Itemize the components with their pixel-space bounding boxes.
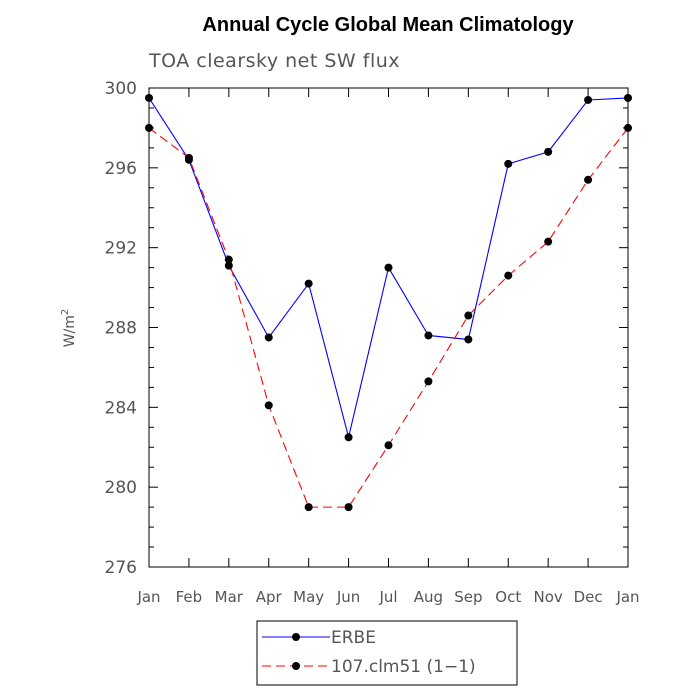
- legend-marker: [292, 633, 300, 641]
- data-point: [304, 503, 313, 512]
- chart-subtitle: TOA clearsky net SW flux: [148, 50, 400, 72]
- data-point: [264, 333, 273, 342]
- legend-label: 107.clm51 (1−1): [331, 657, 476, 677]
- x-tick-label: Dec: [574, 588, 603, 606]
- y-tick-label: 292: [105, 239, 137, 259]
- x-tick-label: Jul: [378, 588, 397, 606]
- plot-frame: [148, 87, 629, 568]
- x-tick-label: Oct: [495, 588, 521, 606]
- y-axis-label-text: W/m: [62, 315, 78, 347]
- data-point: [544, 237, 553, 246]
- data-point: [624, 123, 632, 132]
- data-point: [304, 279, 313, 288]
- y-tick-label: 280: [105, 478, 137, 498]
- series-line: [148, 127, 629, 508]
- data-point: [344, 503, 353, 512]
- y-tick-label: 284: [105, 398, 137, 418]
- data-point: [624, 93, 632, 102]
- chart-title: Annual Cycle Global Mean Climatology: [202, 14, 574, 36]
- legend-marker: [292, 662, 300, 670]
- y-axis-label: W/m2: [60, 309, 78, 348]
- data-point: [504, 159, 513, 168]
- x-tick-label: Jan: [136, 588, 160, 606]
- data-point: [464, 335, 473, 344]
- y-tick-label: 296: [105, 159, 137, 179]
- data-point: [384, 441, 393, 450]
- data-point: [584, 175, 593, 184]
- x-tick-label: May: [293, 588, 324, 606]
- data-point: [224, 255, 233, 264]
- data-point: [424, 331, 433, 340]
- data-point: [224, 261, 233, 270]
- series-layer: [145, 93, 632, 512]
- series-1: [145, 93, 632, 442]
- legend-label: ERBE: [331, 628, 376, 648]
- x-tick-label: Apr: [256, 588, 283, 606]
- plot-axes: 276 280 284 288 292 296 300 Jan Feb Mar Apr May Jun J…: [105, 79, 640, 606]
- x-tick-label: Jun: [336, 588, 360, 606]
- data-point: [344, 433, 353, 442]
- y-tick-label: 276: [105, 558, 137, 578]
- data-point: [464, 311, 473, 320]
- data-point: [424, 377, 433, 386]
- legend-box: [256, 620, 518, 686]
- data-point: [264, 401, 273, 410]
- series-2: [145, 123, 632, 512]
- data-point: [145, 93, 153, 102]
- x-tick-label: Mar: [215, 588, 244, 606]
- y-axis-label-superscript: 2: [60, 309, 71, 315]
- data-point: [544, 147, 553, 156]
- svg-text:W/m2: W/m2: [60, 309, 78, 348]
- legend: ERBE 107.clm51 (1−1): [256, 620, 518, 686]
- x-tick-label: Nov: [534, 588, 563, 606]
- x-tick-label: Sep: [454, 588, 482, 606]
- data-point: [504, 271, 513, 280]
- x-tick-label: Aug: [414, 588, 443, 606]
- y-tick-label: 300: [105, 79, 137, 99]
- data-point: [584, 95, 593, 104]
- data-point: [384, 263, 393, 272]
- x-tick-label: Jan: [615, 588, 639, 606]
- data-point: [145, 123, 153, 132]
- data-point: [184, 153, 193, 162]
- y-tick-label: 288: [105, 319, 137, 339]
- x-tick-label: Feb: [176, 588, 203, 606]
